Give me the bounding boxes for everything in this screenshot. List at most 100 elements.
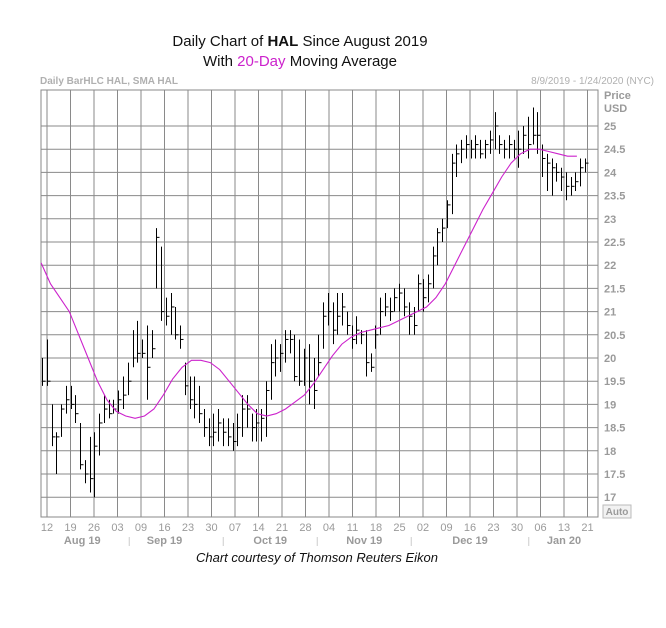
price-bar — [90, 436, 94, 493]
y-tick-label: 19.5 — [604, 376, 625, 388]
price-bar — [466, 135, 470, 159]
price-bar — [547, 153, 551, 191]
y-tick-label: 17.5 — [604, 469, 625, 481]
price-bar — [156, 228, 160, 289]
price-bar — [314, 358, 318, 410]
price-bar — [142, 339, 146, 358]
price-bar — [514, 139, 518, 159]
price-bar — [123, 376, 127, 410]
y-tick-label: 22.5 — [604, 237, 625, 249]
x-tick-label: 16 — [464, 522, 476, 534]
x-tick-label: 14 — [252, 522, 264, 534]
price-bar — [52, 404, 56, 447]
price-bar — [561, 167, 565, 191]
y-tick-label: 21.5 — [604, 283, 625, 295]
y-tick-label: 17 — [604, 492, 616, 504]
price-bar — [271, 344, 275, 400]
price-bar — [66, 385, 70, 414]
x-tick-label: 30 — [511, 522, 523, 534]
price-bar — [333, 302, 337, 345]
month-label: Nov 19 — [346, 535, 382, 547]
x-tick-label: 21 — [276, 522, 288, 534]
title-line-2: With 20-Day Moving Average — [0, 52, 600, 72]
x-tick-label: 23 — [182, 522, 194, 534]
price-bar — [323, 302, 327, 349]
price-bar — [47, 339, 51, 386]
price-bar — [418, 274, 422, 312]
y-axis-title-price: Price — [604, 90, 631, 102]
price-bar — [109, 399, 113, 419]
month-label: Oct 19 — [253, 535, 287, 547]
auto-box — [602, 504, 632, 519]
price-bar — [118, 390, 122, 414]
x-tick-label: 16 — [158, 522, 170, 534]
x-tick-label: 25 — [393, 522, 405, 534]
plot-frame — [40, 89, 599, 518]
y-tick-label: 25 — [604, 121, 616, 133]
price-bar — [409, 302, 413, 335]
y-tick-label: 24 — [604, 167, 617, 179]
price-bar — [304, 348, 308, 386]
price-bar — [42, 358, 46, 386]
price-bar — [571, 177, 575, 196]
x-tick-label: 30 — [205, 522, 217, 534]
title-prefix: Daily Chart of — [172, 33, 268, 50]
price-bar — [342, 293, 346, 326]
price-bar — [523, 126, 527, 154]
price-bar — [290, 330, 294, 354]
price-bar — [161, 246, 165, 321]
price-bar — [318, 334, 322, 377]
price-bar — [147, 325, 151, 400]
price-bar — [99, 413, 103, 456]
x-tick-label: 09 — [440, 522, 452, 534]
x-tick-label: 13 — [558, 522, 570, 534]
y-tick-label: 23.5 — [604, 191, 625, 203]
price-bar — [394, 288, 398, 312]
price-bar — [75, 395, 79, 423]
price-bar — [328, 293, 332, 326]
price-bar — [152, 330, 156, 358]
y-axis-title-usd: USD — [604, 103, 627, 115]
month-label: Aug 19 — [64, 535, 101, 547]
price-bar — [447, 200, 451, 229]
price-bar — [366, 330, 370, 377]
price-bar — [552, 158, 556, 196]
x-tick-label: 21 — [581, 522, 593, 534]
price-bar — [285, 330, 289, 363]
y-tick-label: 21 — [604, 307, 616, 319]
price-bar — [166, 297, 170, 326]
price-bar — [94, 432, 98, 498]
price-bar — [461, 139, 465, 164]
y-tick-label: 18.5 — [604, 423, 625, 435]
auto-label: Auto — [606, 507, 629, 518]
price-bar — [133, 330, 137, 368]
price-bar — [180, 325, 184, 349]
price-bar — [128, 362, 132, 396]
price-bar — [509, 135, 513, 159]
price-bar — [456, 144, 460, 178]
chart-grid — [40, 89, 632, 519]
price-bar — [347, 311, 351, 335]
y-tick-label: 22 — [604, 260, 616, 272]
price-bar — [233, 422, 237, 451]
price-bar — [504, 139, 508, 159]
price-bar — [356, 316, 360, 345]
price-bar — [61, 404, 65, 437]
price-bar — [452, 153, 456, 215]
price-bar — [256, 409, 260, 442]
price-bar — [480, 139, 484, 159]
title-suffix: Since August 2019 — [298, 33, 428, 50]
chart-title: Daily Chart of HAL Since August 2019 Wit… — [0, 32, 600, 72]
price-bar — [585, 158, 589, 173]
x-tick-label: 04 — [323, 522, 335, 534]
month-label: Dec 19 — [452, 535, 487, 547]
x-tick-label: 28 — [299, 522, 311, 534]
subtitle-suffix: Moving Average — [285, 53, 397, 70]
price-bar — [575, 172, 579, 191]
price-bar — [242, 395, 246, 437]
price-bar — [533, 107, 537, 145]
price-bar — [299, 339, 303, 386]
price-bar — [423, 279, 427, 312]
price-bar — [556, 163, 560, 182]
price-bar — [237, 413, 241, 447]
